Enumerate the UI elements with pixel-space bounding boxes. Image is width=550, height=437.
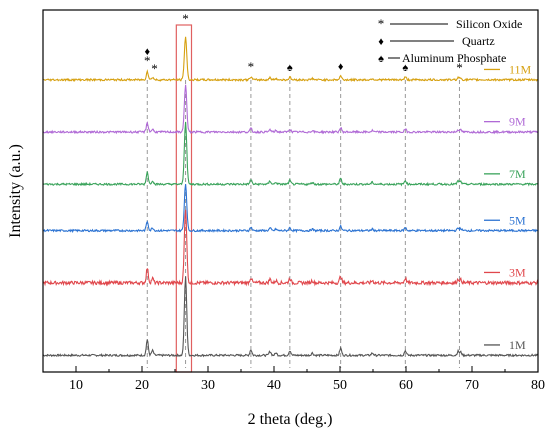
x-tick-label: 70: [465, 378, 479, 393]
series-line-7M: [42, 121, 539, 187]
legend-symbol: ♠: [378, 53, 384, 65]
series-line-3M: [42, 209, 539, 287]
series-label-11M: 11M: [509, 62, 532, 76]
plot-frame: [42, 9, 539, 373]
legend-symbol: ♦: [378, 36, 384, 48]
legend-symbol: *: [378, 16, 385, 31]
x-tick-label: 30: [201, 378, 215, 393]
x-axis-label: 2 theta (deg.): [248, 411, 333, 428]
series-label-5M: 5M: [509, 213, 526, 227]
series-line-9M: [42, 84, 539, 135]
x-tick-label: 80: [531, 378, 545, 393]
series-label-1M: 1M: [509, 338, 526, 352]
series-line-1M: [42, 276, 539, 358]
peak-marker: *: [144, 53, 151, 68]
x-tick-label: 10: [69, 378, 83, 393]
legend-label: Aluminum Phosphate: [402, 51, 506, 65]
series-label-7M: 7M: [509, 167, 526, 181]
peak-marker: ♠: [287, 62, 293, 74]
series-label-3M: 3M: [509, 265, 526, 279]
peak-marker: *: [182, 11, 189, 26]
peak-marker: ♦: [144, 46, 150, 58]
peak-marker: ♠: [402, 62, 408, 74]
series-label-9M: 9M: [509, 115, 526, 129]
series-line-11M: [42, 36, 538, 83]
peak-marker: *: [456, 60, 463, 75]
legend-label: Quartz: [462, 34, 495, 48]
x-tick-label: 40: [267, 378, 281, 393]
x-tick-label: 50: [333, 378, 347, 393]
x-tick-label: 60: [399, 378, 413, 393]
peak-marker: *: [248, 59, 255, 74]
peak-marker: *: [151, 61, 158, 76]
y-axis-label: Intensity (a.u.): [7, 144, 24, 238]
series-line-5M: [42, 183, 539, 234]
x-tick-label: 20: [135, 378, 149, 393]
legend-label: Silicon Oxide: [456, 17, 522, 31]
peak-marker: ♦: [338, 61, 344, 73]
